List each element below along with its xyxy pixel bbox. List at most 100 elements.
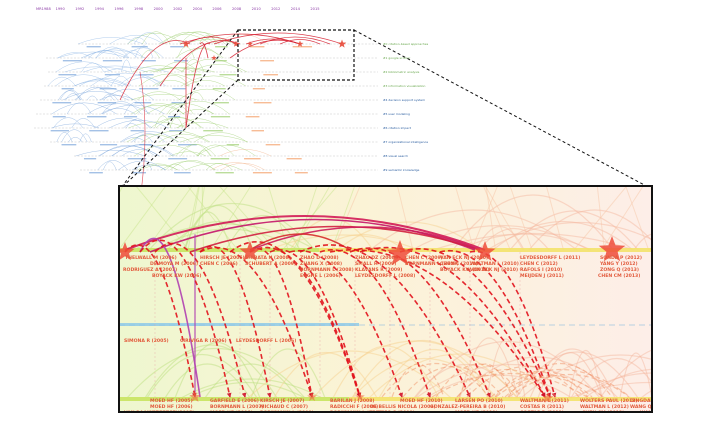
- citation-arc-dashed: [399, 247, 551, 398]
- overview-link: [151, 67, 215, 73]
- overview-link: [123, 47, 164, 59]
- zoom-background-link: [454, 186, 475, 251]
- overview-link: [181, 75, 247, 87]
- node-label: ZHAO D (2008): [300, 255, 339, 261]
- node-label-mark: [52, 102, 72, 104]
- citation-arc-dashed: [199, 246, 314, 398]
- zoom-background-link: [515, 351, 639, 399]
- citation-arc: [185, 42, 211, 129]
- citation-arc: [213, 32, 343, 45]
- overview-link: [57, 51, 128, 59]
- node-label: WALTMAN L (2010): [470, 261, 519, 267]
- citation-arc-dashed: [199, 245, 272, 398]
- overview-link: [65, 93, 81, 101]
- node-label-mark: [50, 130, 69, 132]
- citation-arc-faint: [508, 373, 630, 398]
- overview-link: [132, 65, 184, 73]
- zoom-background-link: [452, 194, 614, 251]
- burst-star: [232, 40, 240, 47]
- node-label-mark: [215, 46, 228, 48]
- overview-link: [121, 59, 132, 73]
- node-label-mark: [226, 144, 240, 146]
- zoom-background-link: [619, 352, 652, 399]
- zoom-background-link: [520, 354, 652, 399]
- node-label: SONDA P (2012): [600, 255, 642, 261]
- overview-link: [158, 133, 208, 143]
- node-label: ZHANG X (2008): [300, 261, 342, 267]
- overview-link: [182, 109, 214, 115]
- overview-link: [51, 123, 100, 129]
- zoom-background-link: [601, 186, 644, 251]
- node-label-mark: [214, 60, 227, 62]
- node-label: EGGHE L (2006): [300, 273, 341, 279]
- zoom-selection-box[interactable]: [237, 29, 355, 81]
- citation-arc-faint: [507, 363, 613, 398]
- node-label: VAN ECK NJ (2010): [440, 255, 488, 261]
- zoom-background-link: [509, 186, 533, 251]
- overview-link: [102, 161, 117, 171]
- overview-link: [133, 32, 165, 45]
- zoom-background-link: [289, 217, 374, 251]
- zoom-background-link: [640, 389, 652, 399]
- overview-link: [122, 77, 167, 87]
- overview-link: [127, 33, 183, 45]
- node-label: BOYACK KW (2010): [440, 267, 489, 273]
- zoom-background-link: [492, 221, 634, 251]
- node-label-mark: [83, 158, 97, 160]
- citation-arc: [279, 39, 321, 45]
- zoom-panel: THELWALL M (2006)DE MOYA M (2006)RODRIGU…: [118, 185, 653, 413]
- zoom-background-link: [425, 374, 573, 399]
- node-label-mark: [100, 144, 118, 146]
- citation-arc-faint: [431, 372, 588, 398]
- cluster-label: #1 google scholar: [383, 56, 411, 60]
- year-tick-label: 2014: [291, 7, 301, 11]
- node-label: BORNMANN L (2008): [300, 267, 354, 273]
- overview-link: [127, 37, 148, 45]
- node-label-mark: [89, 172, 103, 174]
- node-label: ZONG Q (2013): [600, 267, 639, 273]
- overview-link: [97, 160, 128, 171]
- node-label: THELWALL M (2006): [125, 255, 177, 261]
- node-label: GARFIELD E (2006): [210, 398, 259, 404]
- node-label-mark: [127, 158, 147, 160]
- citation-arc-faint: [504, 376, 593, 398]
- node-label: COSTAS R (2011): [520, 404, 564, 410]
- zoom-background-link: [459, 337, 519, 399]
- node-label: MOED HF (2010): [400, 398, 443, 404]
- node-label-mark: [138, 74, 154, 76]
- node-label-mark: [265, 144, 281, 146]
- node-label-mark: [141, 60, 156, 62]
- year-tick-label: 2002: [173, 7, 182, 11]
- overview-link: [95, 46, 130, 59]
- zoom-background-link: [171, 186, 229, 251]
- overview-link: [94, 117, 153, 129]
- node-label-mark: [99, 88, 117, 90]
- citation-arc-faint: [458, 363, 513, 398]
- citation-arc: [159, 40, 241, 87]
- burst-star: [337, 39, 347, 48]
- overview-link: [219, 149, 272, 157]
- node-label: LEYDESDORFF L (2006): [236, 338, 296, 344]
- zoom-background-link: [144, 344, 278, 399]
- cluster-label: #3 information visualization: [383, 84, 425, 88]
- zoom-background-link: [148, 203, 316, 251]
- zoom-background-link: [312, 340, 519, 399]
- overview-link: [205, 163, 233, 171]
- zoom-background-link: [166, 220, 272, 251]
- zoom-background-link: [545, 186, 564, 251]
- overview-link: [180, 143, 211, 157]
- overview-link: [108, 120, 169, 129]
- overview-link: [140, 49, 160, 59]
- node-label: MEIJDEN J (2011): [520, 273, 564, 279]
- citation-arc: [249, 233, 351, 251]
- overview-link: [90, 72, 161, 87]
- citation-arc: [249, 226, 481, 251]
- citation-arc-dashed: [319, 249, 432, 398]
- burst-star: [307, 392, 317, 401]
- cluster-band: [119, 397, 652, 401]
- cluster-band: [119, 397, 349, 401]
- citation-arc-dashed: [154, 242, 247, 398]
- zoom-connectors: [120, 29, 651, 189]
- overview-link: [79, 77, 130, 87]
